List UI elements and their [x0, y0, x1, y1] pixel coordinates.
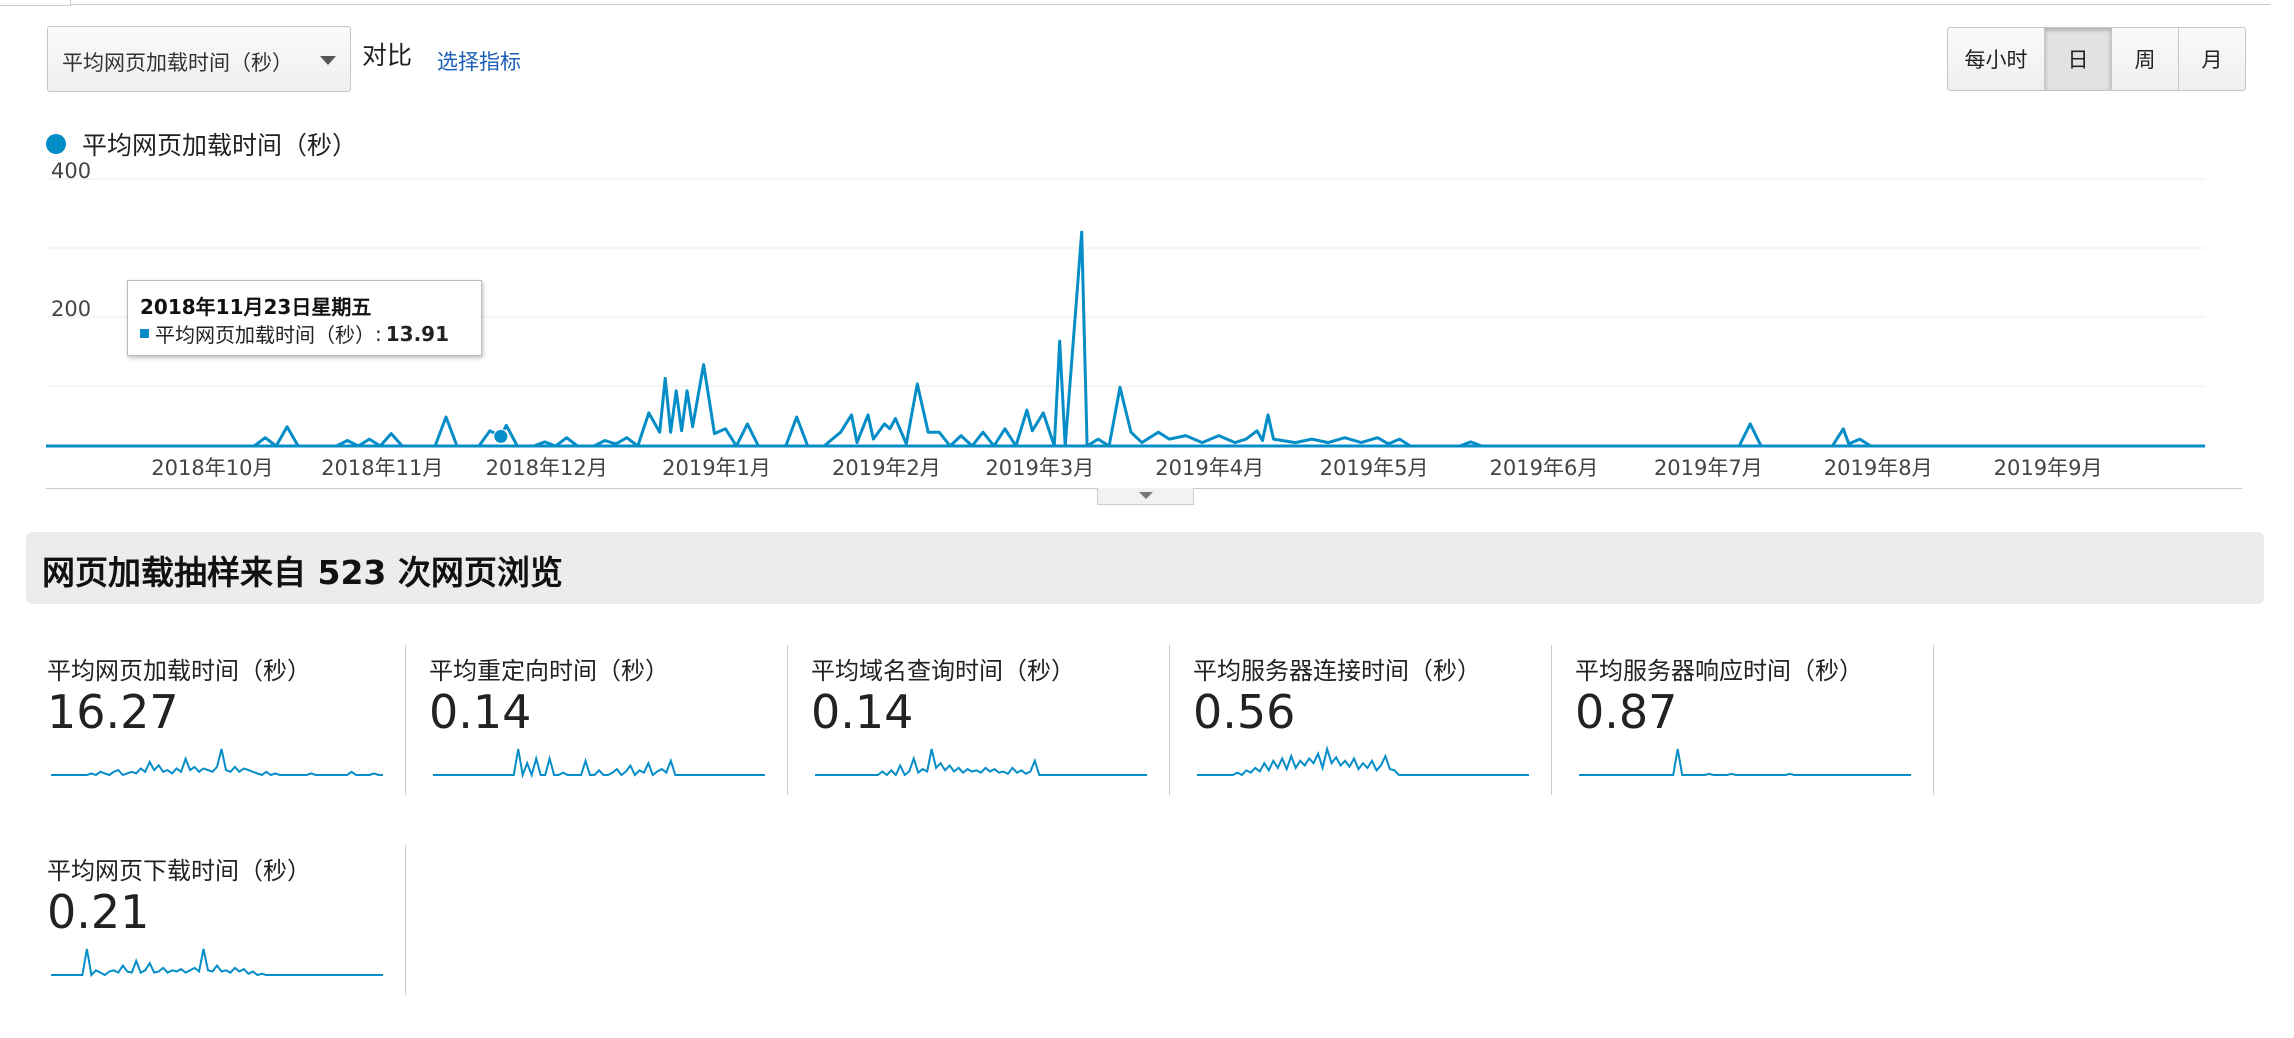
dropdown-caret-icon	[320, 56, 336, 65]
metric-value: 0.14	[429, 685, 532, 739]
period-week-button[interactable]: 周	[2111, 27, 2179, 91]
period-toggle-group: 每小时 日 周 月	[1947, 27, 2246, 93]
top-tab-strip	[0, 0, 2294, 6]
metric-value: 0.87	[1575, 685, 1678, 739]
tooltip-series-square	[140, 329, 149, 338]
period-month-button[interactable]: 月	[2178, 27, 2246, 91]
metric-card-dns[interactable]: 平均域名查询时间（秒） 0.14	[811, 645, 1191, 801]
metric-card-page-load[interactable]: 平均网页加载时间（秒） 16.27	[47, 645, 427, 801]
tooltip-row: 平均网页加载时间（秒） : 13.91	[140, 319, 449, 348]
x-tick-label: 2019年2月	[832, 456, 941, 480]
series-color-dot	[46, 134, 66, 154]
metric-value: 0.21	[47, 885, 150, 939]
sparkline-path	[51, 948, 383, 978]
sparkline-path	[51, 748, 383, 777]
collapse-arrow-icon	[1139, 492, 1153, 499]
x-tick-label: 2019年8月	[1824, 456, 1933, 480]
x-tick-label: 2019年4月	[1155, 456, 1264, 480]
metric-value: 0.14	[811, 685, 914, 739]
metric-select-label: 平均网页加载时间（秒）	[62, 51, 293, 75]
sparkline-path	[1579, 748, 1911, 776]
chart-legend[interactable]: 平均网页加载时间（秒）	[46, 126, 357, 162]
chart-collapse-handle[interactable]	[1097, 488, 1194, 505]
tooltip-series-label: 平均网页加载时间（秒）	[155, 323, 375, 347]
sparkline	[433, 748, 765, 779]
metric-value: 16.27	[47, 685, 179, 739]
metric-card-redirect[interactable]: 平均重定向时间（秒） 0.14	[429, 645, 809, 801]
card-divider	[1169, 645, 1170, 795]
card-divider	[405, 845, 406, 995]
y-tick-label: 400	[51, 160, 91, 183]
choose-metric-link[interactable]: 选择指标	[437, 50, 521, 74]
period-hourly-button[interactable]: 每小时	[1947, 27, 2045, 91]
x-tick-label: 2018年12月	[486, 456, 608, 480]
x-tick-label: 2019年5月	[1320, 456, 1429, 480]
period-day-button[interactable]: 日	[2044, 27, 2112, 91]
series-line	[46, 230, 2205, 448]
summary-header: 网页加载抽样来自 523 次网页浏览	[26, 532, 2264, 604]
sparkline	[51, 948, 383, 978]
tab-strip-rule	[70, 4, 2270, 5]
card-divider	[1933, 645, 1934, 795]
summary-title: 网页加载抽样来自 523 次网页浏览	[42, 553, 563, 592]
sparkline	[51, 748, 383, 777]
metric-name: 平均重定向时间（秒）	[429, 657, 669, 685]
sparkline-path	[815, 748, 1147, 777]
metric-card-download[interactable]: 平均网页下载时间（秒） 0.21	[47, 845, 427, 1001]
y-tick-label: 200	[51, 297, 91, 321]
card-divider	[1551, 645, 1552, 795]
sparkline	[1579, 748, 1911, 776]
metric-card-response[interactable]: 平均服务器响应时间（秒） 0.87	[1575, 645, 1955, 801]
x-tick-label: 2019年3月	[985, 456, 1094, 480]
active-tab-edge	[0, 0, 71, 6]
x-tick-label: 2018年10月	[151, 456, 273, 480]
metric-name: 平均服务器连接时间（秒）	[1193, 657, 1481, 685]
tooltip-date: 2018年11月23日星期五	[140, 295, 372, 319]
metric-name: 平均服务器响应时间（秒）	[1575, 657, 1863, 685]
hover-point[interactable]	[493, 428, 509, 444]
metric-name: 平均网页下载时间（秒）	[47, 857, 311, 885]
x-tick-label: 2019年9月	[1994, 456, 2103, 480]
x-tick-label: 2019年1月	[662, 456, 771, 480]
x-tick-label: 2018年11月	[321, 456, 443, 480]
tooltip-separator: :	[375, 321, 382, 346]
line-chart[interactable]: 400 200 2018年10月 2018年11月 2018年12月 2019年1月 201…	[0, 160, 2294, 490]
chart-tooltip: 2018年11月23日星期五 平均网页加载时间（秒） : 13.91	[127, 280, 482, 356]
tooltip-value: 13.91	[385, 321, 450, 346]
metric-name: 平均域名查询时间（秒）	[811, 657, 1075, 685]
legend-series-label: 平均网页加载时间（秒）	[82, 131, 358, 160]
compare-label: 对比	[362, 41, 413, 70]
metric-name: 平均网页加载时间（秒）	[47, 657, 311, 685]
x-tick-label: 2019年6月	[1490, 456, 1599, 480]
metric-value: 0.56	[1193, 685, 1296, 739]
metric-select[interactable]: 平均网页加载时间（秒）	[47, 26, 351, 92]
sparkline	[1197, 745, 1529, 777]
sparkline-path	[1197, 745, 1529, 777]
x-tick-label: 2019年7月	[1654, 456, 1763, 480]
metric-card-connect[interactable]: 平均服务器连接时间（秒） 0.56	[1193, 645, 1573, 801]
sparkline	[815, 748, 1147, 777]
sparkline-path	[433, 748, 765, 779]
card-divider	[787, 645, 788, 795]
card-divider	[405, 645, 406, 795]
